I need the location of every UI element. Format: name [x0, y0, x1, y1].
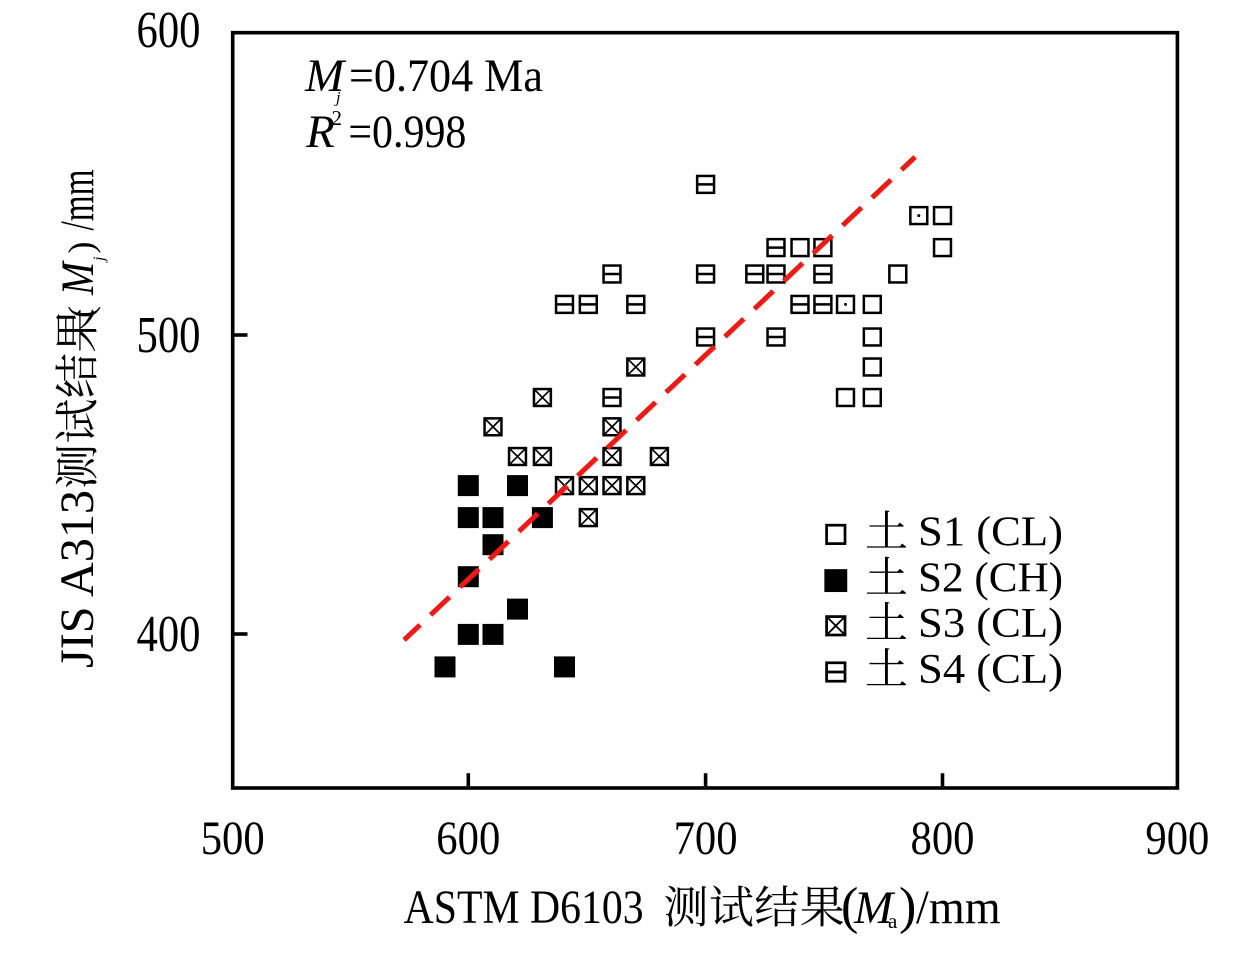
svg-text:900: 900	[1145, 812, 1209, 865]
svg-text:=0.998: =0.998	[348, 106, 466, 158]
svg-text:600: 600	[137, 2, 201, 59]
svg-text:700: 700	[674, 812, 738, 865]
svg-text:S1 (CL): S1 (CL)	[918, 508, 1063, 555]
svg-text:500: 500	[137, 307, 201, 364]
svg-text:=0.704 Ma: =0.704 Ma	[349, 50, 543, 102]
svg-text:/mm: /mm	[916, 881, 1001, 934]
svg-text:ASTM D6103: ASTM D6103	[404, 881, 644, 934]
svg-text:JIS A313: JIS A313	[51, 490, 104, 668]
svg-text:): )	[899, 878, 916, 935]
svg-text:/mm: /mm	[51, 170, 104, 231]
svg-text:j: j	[91, 256, 108, 263]
svg-text:600: 600	[436, 812, 500, 865]
svg-text:S3 (CL): S3 (CL)	[918, 600, 1063, 647]
svg-text:(: (	[61, 306, 101, 318]
svg-text:a: a	[888, 909, 898, 933]
svg-text:2: 2	[332, 106, 343, 130]
svg-text:400: 400	[137, 606, 201, 663]
svg-text:M: M	[304, 50, 347, 102]
svg-text:800: 800	[911, 812, 975, 865]
svg-text:j: j	[334, 90, 341, 107]
svg-text:S4 (CL): S4 (CL)	[918, 646, 1063, 693]
svg-text:): )	[61, 242, 101, 254]
svg-text:M: M	[853, 882, 896, 934]
svg-text:M: M	[52, 260, 104, 296]
svg-text:500: 500	[201, 812, 265, 865]
svg-text:(: (	[841, 878, 858, 935]
svg-text:R: R	[305, 106, 335, 158]
svg-text:S2 (CH): S2 (CH)	[918, 555, 1063, 602]
